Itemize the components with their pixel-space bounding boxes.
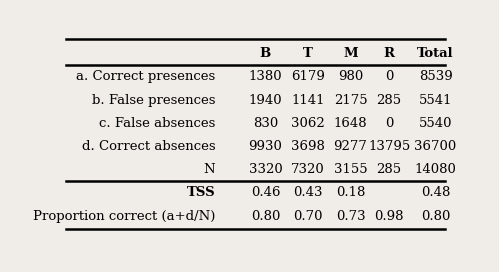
Text: 0.80: 0.80 xyxy=(250,210,280,222)
Text: 2175: 2175 xyxy=(334,94,367,107)
Text: 3062: 3062 xyxy=(291,117,325,130)
Text: 1940: 1940 xyxy=(249,94,282,107)
Text: 0: 0 xyxy=(385,117,393,130)
Text: b. False presences: b. False presences xyxy=(92,94,215,107)
Text: Proportion correct (a+d/N): Proportion correct (a+d/N) xyxy=(33,210,215,222)
Text: 3155: 3155 xyxy=(334,163,367,176)
Text: 830: 830 xyxy=(253,117,278,130)
Text: 0.46: 0.46 xyxy=(250,186,280,199)
Text: 9277: 9277 xyxy=(333,140,367,153)
Text: d. Correct absences: d. Correct absences xyxy=(81,140,215,153)
Text: a. Correct presences: a. Correct presences xyxy=(76,70,215,83)
Text: 0.70: 0.70 xyxy=(293,210,323,222)
Text: 5541: 5541 xyxy=(419,94,452,107)
Text: N: N xyxy=(204,163,215,176)
Text: 3698: 3698 xyxy=(291,140,325,153)
Text: 0.80: 0.80 xyxy=(421,210,450,222)
Text: Total: Total xyxy=(417,47,454,60)
Text: 36700: 36700 xyxy=(415,140,457,153)
Text: 0.18: 0.18 xyxy=(336,186,365,199)
Text: T: T xyxy=(303,47,313,60)
Text: 3320: 3320 xyxy=(249,163,282,176)
Text: 5540: 5540 xyxy=(419,117,452,130)
Text: 9930: 9930 xyxy=(249,140,282,153)
Text: 980: 980 xyxy=(338,70,363,83)
Text: 0.73: 0.73 xyxy=(336,210,365,222)
Text: 285: 285 xyxy=(377,94,402,107)
Text: R: R xyxy=(384,47,395,60)
Text: 14080: 14080 xyxy=(415,163,457,176)
Text: 0: 0 xyxy=(385,70,393,83)
Text: 0.43: 0.43 xyxy=(293,186,323,199)
Text: 1380: 1380 xyxy=(249,70,282,83)
Text: TSS: TSS xyxy=(187,186,215,199)
Text: 8539: 8539 xyxy=(419,70,453,83)
Text: B: B xyxy=(260,47,271,60)
Text: 0.48: 0.48 xyxy=(421,186,450,199)
Text: 1648: 1648 xyxy=(334,117,367,130)
Text: 0.98: 0.98 xyxy=(374,210,404,222)
Text: M: M xyxy=(343,47,358,60)
Text: 1141: 1141 xyxy=(291,94,325,107)
Text: 285: 285 xyxy=(377,163,402,176)
Text: 7320: 7320 xyxy=(291,163,325,176)
Text: c. False absences: c. False absences xyxy=(99,117,215,130)
Text: 6179: 6179 xyxy=(291,70,325,83)
Text: 13795: 13795 xyxy=(368,140,410,153)
